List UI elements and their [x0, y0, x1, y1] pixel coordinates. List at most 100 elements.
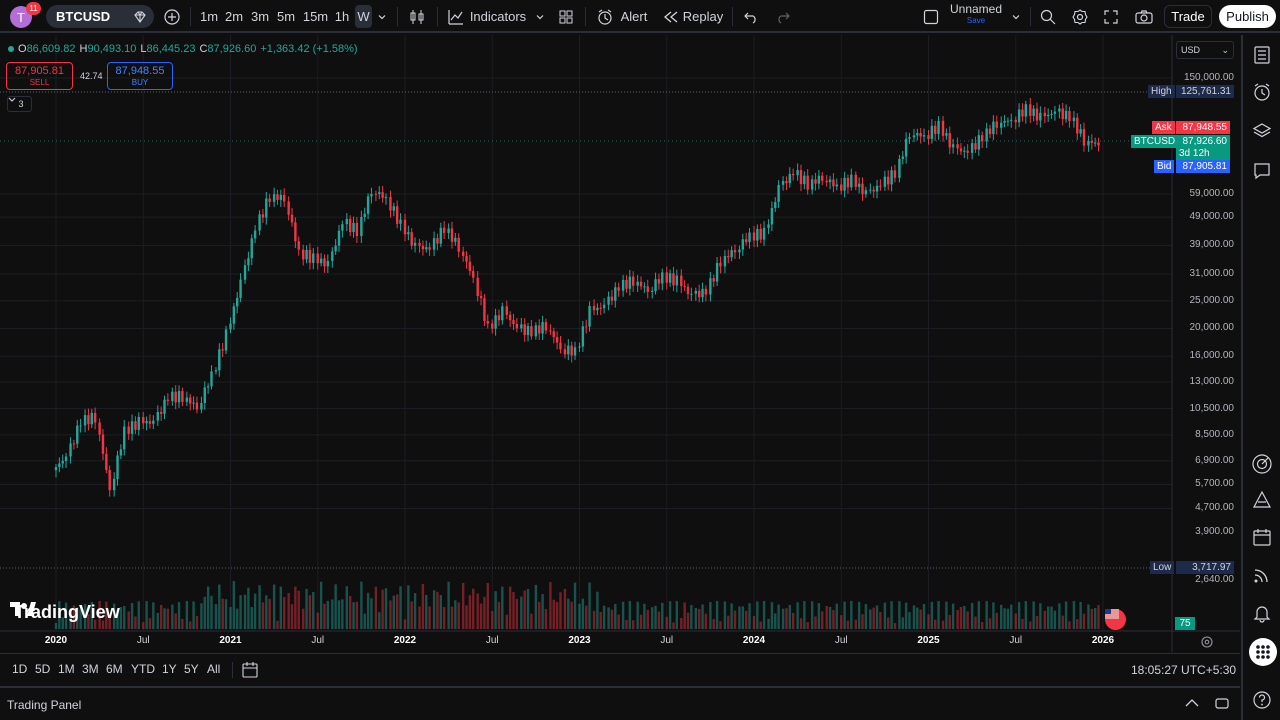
high-tag-label: High [1148, 85, 1175, 98]
notifications-bell-icon[interactable] [1250, 601, 1274, 625]
replay-button[interactable]: Replay [682, 9, 724, 24]
news-feed-icon[interactable] [1250, 563, 1274, 587]
volume-bar [395, 594, 399, 629]
volume-bar [1068, 621, 1071, 629]
candle-body [636, 281, 639, 286]
range-ytd[interactable]: YTD [131, 662, 155, 676]
calendar-icon[interactable] [1250, 525, 1274, 549]
range-1m[interactable]: 1M [58, 662, 75, 676]
volume-bar [323, 603, 326, 629]
fullscreen-icon[interactable] [1101, 5, 1121, 28]
candle-body [1079, 129, 1082, 134]
publish-button[interactable]: Publish [1219, 5, 1276, 28]
timeframe-15m[interactable]: 15m [302, 9, 329, 24]
alert-button[interactable]: Alert [620, 9, 648, 24]
volume-bar [486, 583, 489, 629]
volume-bar [828, 606, 832, 629]
top-toolbar: T 11 BTCUSD 1m 2m 3m 5m 15m 1h W Indicat… [0, 0, 1280, 33]
timeframe-dropdown-chevron-icon[interactable] [375, 5, 389, 28]
indicators-chevron-icon[interactable] [533, 5, 547, 28]
candle-body [127, 426, 130, 434]
currency-select[interactable]: USD ⌄ [1176, 41, 1234, 59]
range-3m[interactable]: 3M [82, 662, 99, 676]
diamond-icon[interactable] [132, 9, 148, 28]
sell-button[interactable]: 87,905.81 SELL [6, 62, 73, 90]
settings-gear-icon[interactable] [1070, 5, 1090, 28]
volume-bar [476, 593, 479, 629]
chat-icon[interactable] [1250, 159, 1274, 183]
volume-bar [675, 601, 679, 629]
volume-bar [628, 601, 632, 629]
layouts-grid-icon[interactable] [556, 5, 576, 28]
indicators-collapse-button[interactable]: 3 [7, 96, 32, 112]
layout-name-button[interactable]: Unnamed Save [945, 3, 1007, 26]
time-zone-clock[interactable]: 18:05:27 UTC+5:30 [1131, 663, 1237, 677]
undo-icon[interactable] [741, 5, 761, 28]
go-to-date-calendar-icon[interactable] [241, 661, 259, 682]
volume-bar [526, 589, 530, 629]
economic-event-flag-icon[interactable] [1105, 609, 1126, 630]
volume-bar [384, 588, 388, 629]
range-5d[interactable]: 5D [35, 662, 51, 676]
candle-body [174, 391, 177, 403]
toolbar-divider [232, 662, 233, 678]
range-6m[interactable]: 6M [106, 662, 123, 676]
timeframe-1m[interactable]: 1m [199, 9, 219, 24]
candles-chart-type-icon[interactable] [406, 5, 428, 28]
compare-symbol-icon[interactable] [162, 5, 182, 28]
quick-search-icon[interactable] [1038, 5, 1058, 28]
replay-rewind-icon[interactable] [662, 5, 680, 28]
volume-bar [432, 590, 436, 629]
timeframe-5m[interactable]: 5m [276, 9, 296, 24]
volume-bar [1010, 604, 1013, 629]
indicators-button[interactable]: Indicators [469, 9, 527, 24]
help-icon[interactable] [1250, 688, 1274, 712]
range-1y[interactable]: 1Y [162, 662, 177, 676]
range-1d[interactable]: 1D [12, 662, 28, 676]
volume-bar [752, 615, 756, 629]
volume-bar [520, 596, 523, 629]
price-chart[interactable] [0, 35, 1240, 652]
candle-body [1076, 117, 1079, 134]
volume-bar [439, 594, 442, 629]
watchlist-icon[interactable] [1250, 43, 1274, 67]
ideas-triangle-icon[interactable] [1250, 488, 1274, 512]
candle-body [799, 170, 803, 185]
timeframe-2m[interactable]: 2m [224, 9, 244, 24]
chart-pane[interactable]: O86,609.82 H90,493.10 L86,445.23 C87,926… [0, 35, 1240, 652]
layers-icon[interactable] [1250, 119, 1274, 143]
volume-bar [127, 611, 130, 629]
layout-checkbox-icon[interactable] [921, 5, 941, 28]
ask-tag-value: 87,948.55 [1176, 121, 1230, 134]
indicators-icon[interactable] [446, 5, 466, 28]
camera-snapshot-icon[interactable] [1133, 5, 1155, 28]
trade-button[interactable]: Trade [1164, 5, 1212, 28]
time-axis-label: Jul [485, 635, 499, 646]
apps-grid-icon[interactable] [1249, 638, 1277, 666]
candle-body [297, 241, 300, 250]
layout-chevron-icon[interactable] [1009, 5, 1023, 28]
trading-panel-title[interactable]: Trading Panel [7, 698, 82, 712]
redo-icon[interactable] [773, 5, 793, 28]
range-5y[interactable]: 5Y [184, 662, 199, 676]
range-all[interactable]: All [207, 662, 221, 676]
volume-bar [861, 614, 864, 629]
candle-body [370, 193, 373, 197]
timeframe-w[interactable]: W [355, 5, 372, 28]
price-scale-label: 59,000.00 [1189, 188, 1235, 199]
panel-expand-chevron-up-icon[interactable] [1184, 697, 1200, 712]
alerts-clock-icon[interactable] [1250, 80, 1274, 104]
target-icon[interactable] [1250, 452, 1274, 476]
volume-bar [171, 604, 174, 629]
timeframe-1h[interactable]: 1h [334, 9, 350, 24]
time-axis-label: Jul [660, 635, 674, 646]
volume-bar [817, 602, 821, 629]
panel-maximize-icon[interactable] [1214, 696, 1230, 713]
buy-button[interactable]: 87,948.55 BUY [107, 62, 173, 90]
volume-bar [189, 621, 192, 629]
timeframe-3m[interactable]: 3m [250, 9, 270, 24]
symbol-search-button[interactable]: BTCUSD [46, 5, 154, 28]
candle-body [887, 176, 890, 185]
alarm-clock-icon[interactable] [595, 5, 615, 28]
candle-body [520, 324, 523, 329]
